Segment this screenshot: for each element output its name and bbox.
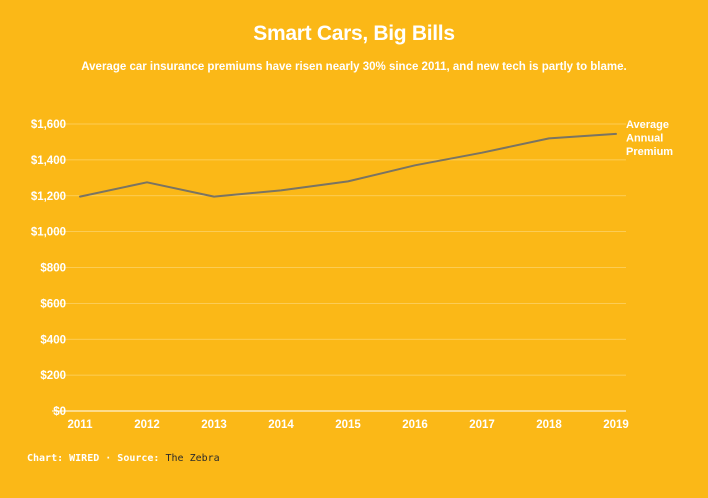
x-tick-label: 2017: [469, 419, 495, 431]
chart-footer: Chart: WIRED · Source: The Zebra: [27, 453, 220, 464]
y-tick-label: $200: [40, 370, 66, 382]
footer-source: The Zebra: [165, 453, 220, 464]
y-tick-label: $800: [40, 263, 66, 275]
series-label-line: Average: [626, 119, 669, 131]
x-tick-label: 2019: [603, 419, 629, 431]
x-tick-label: 2015: [335, 419, 361, 431]
y-tick-label: $0: [53, 406, 66, 418]
y-tick-label: $600: [40, 298, 66, 310]
y-tick-label: $1,000: [31, 227, 66, 239]
series-label: Average Annual Premium: [626, 119, 673, 158]
series-line: [79, 132, 617, 198]
y-tick-label: $1,400: [31, 155, 66, 167]
series-label-line: Annual: [626, 132, 663, 144]
series-label-line: Premium: [626, 146, 673, 158]
x-tick-label: 2011: [68, 419, 94, 431]
y-tick-label: $1,200: [31, 191, 66, 203]
series-label-group: Average Annual Premium: [626, 119, 673, 158]
y-axis-ticks: $0 $200 $400 $600 $800 $1,000 $1,200 $1,400 $1,6…: [31, 119, 66, 418]
chart-subtitle: Average car insurance premiums have rise…: [81, 61, 627, 73]
x-tick-label: 2016: [402, 419, 428, 431]
x-tick-label: 2018: [536, 419, 562, 431]
x-tick-label: 2013: [201, 419, 227, 431]
x-tick-label: 2012: [134, 419, 160, 431]
x-axis-ticks: 2011 2012 2013 2014 2015 2016 2017 2018 2019: [68, 419, 629, 431]
y-tick-label: $400: [40, 334, 66, 346]
footer-credit: Chart: WIRED · Source:: [27, 453, 160, 464]
x-tick-label: 2014: [268, 419, 294, 431]
series-group: [79, 132, 617, 198]
chart-title: Smart Cars, Big Bills: [253, 22, 455, 45]
gridlines: [52, 123, 626, 412]
y-tick-label: $1,600: [31, 119, 66, 131]
